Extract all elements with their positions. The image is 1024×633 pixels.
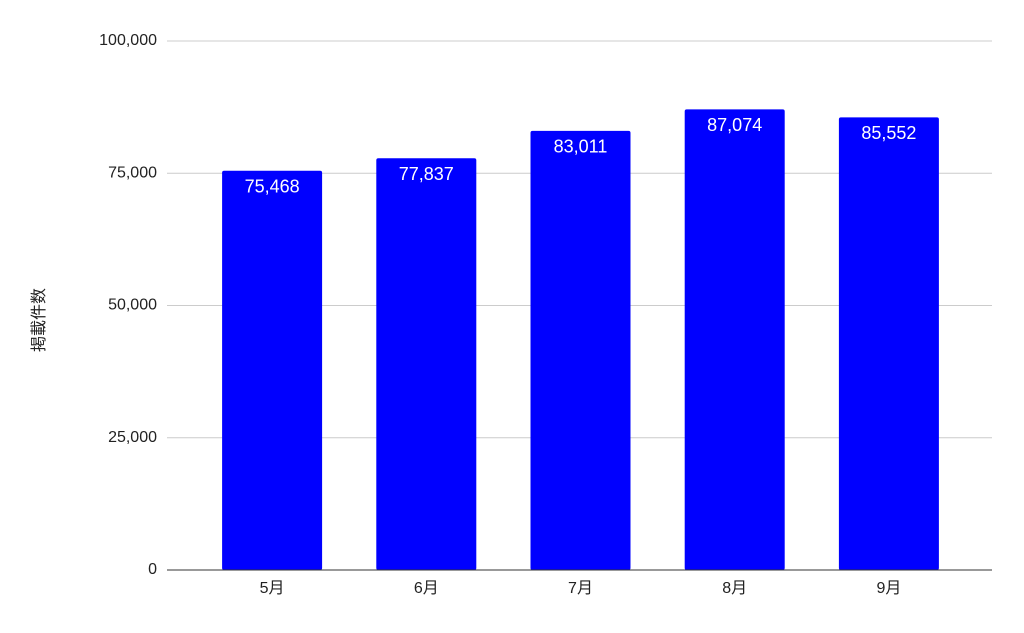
y-tick-label: 75,000	[108, 164, 157, 181]
value-label: 77,837	[399, 164, 454, 184]
y-tick-label: 100,000	[99, 32, 157, 49]
x-tick-label: 8月	[722, 580, 747, 597]
y-tick-label: 25,000	[108, 429, 157, 446]
bar	[376, 158, 477, 571]
bar	[684, 109, 785, 570]
value-label: 87,074	[707, 115, 762, 135]
x-tick-label: 5月	[260, 580, 285, 597]
y-tick-label: 0	[148, 561, 157, 578]
x-tick-label: 7月	[568, 580, 593, 597]
value-label: 83,011	[554, 137, 608, 157]
bar	[530, 130, 631, 570]
value-label: 85,552	[861, 123, 916, 143]
x-tick-label: 6月	[414, 580, 439, 597]
x-tick-label: 9月	[876, 580, 901, 597]
y-axis-title: 掲載件数	[30, 288, 48, 352]
y-tick-label: 50,000	[108, 297, 157, 314]
bar	[222, 170, 323, 570]
value-label: 75,468	[245, 177, 300, 197]
bar	[838, 117, 939, 570]
